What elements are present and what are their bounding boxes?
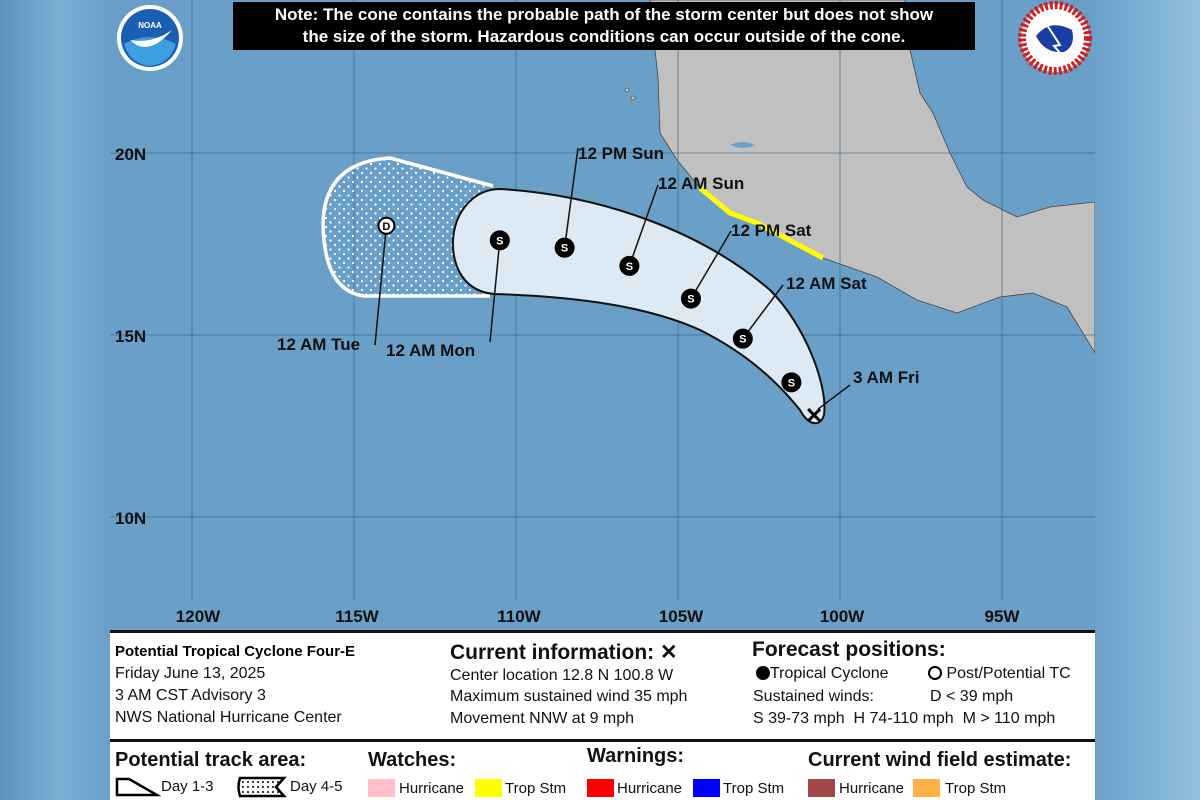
note-line-2: the size of the storm. Hazardous conditi… — [302, 27, 906, 46]
storm-name: Potential Tropical Cyclone Four-E — [115, 643, 356, 660]
tropical-storm-point-icon — [554, 237, 575, 258]
tropical-storm-point-icon — [489, 230, 510, 251]
d-range: D < 39 mph — [930, 688, 1014, 705]
point-type-letter: D — [382, 221, 390, 233]
forecast-time-label: 12 PM Sun — [578, 144, 664, 163]
island — [630, 95, 636, 101]
point-type-letter: S — [739, 334, 746, 346]
advisory-number: 3 AM CST Advisory 3 — [115, 687, 266, 704]
day-1-3-icon — [115, 777, 161, 797]
hurricane-watch-label: Hurricane — [399, 780, 465, 797]
lon-label: 95W — [985, 607, 1021, 626]
tropical-storm-point-icon — [619, 255, 640, 276]
ocean — [110, 0, 1095, 630]
leader-line — [690, 230, 732, 299]
day-1-3-label: Day 1-3 — [161, 778, 214, 795]
tropical-storm-point-icon — [732, 328, 753, 349]
track-area-title: Potential track area: — [115, 749, 307, 771]
post-tropical-point-icon — [377, 216, 396, 235]
leader-line — [628, 184, 659, 267]
tropical-storm-point-icon — [680, 288, 701, 309]
wind-field-title: Current wind field estimate: — [808, 749, 1072, 771]
point-type-letter: S — [788, 377, 795, 389]
point-type-letter: S — [687, 294, 694, 306]
lon-label: 105W — [659, 607, 704, 626]
tropical-storm-warning-label: Trop Stm — [723, 780, 785, 797]
open-circle-icon — [928, 666, 942, 680]
center-location: Center location 12.8 N 100.8 W — [450, 667, 674, 684]
island — [624, 87, 630, 93]
tropical-storm-warning-swatch — [693, 779, 720, 797]
legend-divider — [110, 739, 1095, 742]
storm-map: S 12 AM Sat S 12 PM Sat S 12 AM Sun S 12 PM Sun… — [110, 0, 1095, 630]
wind-ranges: S 39-73 mph H 74-110 mph M > 110 mph — [753, 710, 1056, 727]
tropical-storm-wind-label: Trop Stm — [945, 780, 1007, 797]
note-line-1: Note: The cone contains the probable pat… — [274, 5, 934, 24]
cone-day-4-5 — [321, 156, 494, 298]
leader-line — [374, 225, 388, 346]
current-position-x-icon — [807, 408, 822, 423]
watches-title: Watches: — [368, 749, 457, 771]
lat-label: 10N — [115, 509, 146, 528]
hurricane-warning-label: Hurricane — [617, 780, 683, 797]
forecast-time-label: 12 AM Sat — [786, 274, 867, 293]
post-potential-key: Post/Potential TC — [928, 665, 1071, 683]
hurricane-warning-swatch — [587, 779, 614, 797]
point-type-letter: S — [496, 235, 503, 247]
issuing-center: NWS National Hurricane Center — [115, 709, 342, 726]
lat-lon-grid — [110, 0, 1095, 600]
max-wind: Maximum sustained wind 35 mph — [450, 688, 688, 705]
advisory-date: Friday June 13, 2025 — [115, 665, 266, 682]
tropical-storm-wind-swatch — [913, 779, 940, 797]
forecast-time-label: 12 AM Sun — [658, 174, 744, 193]
mexico-land — [649, 0, 1095, 354]
leader-line — [742, 284, 784, 340]
latitude-labels: 20N 15N 10N — [115, 145, 146, 528]
warnings-title: Warnings: — [587, 745, 685, 767]
leader-line — [563, 147, 579, 248]
legend-panel: Potential Tropical Cyclone Four-E Friday… — [110, 630, 1095, 800]
longitude-labels: 120W 115W 110W 105W 100W 95W — [176, 607, 1021, 626]
forecast-time-label: 12 AM Tue — [277, 335, 360, 354]
tropical-storm-warning-coast — [698, 186, 825, 261]
lake — [730, 142, 755, 148]
sustained-winds-label: Sustained winds: — [753, 688, 874, 705]
point-type-letter: S — [561, 243, 568, 255]
point-type-letter: S — [626, 261, 633, 273]
day-4-5-icon — [237, 776, 287, 798]
lon-label: 110W — [497, 607, 541, 626]
day-4-5-label: Day 4-5 — [290, 778, 343, 795]
lon-label: 100W — [820, 607, 865, 626]
hurricane-wind-swatch — [808, 779, 835, 797]
hurricane-watch-swatch — [368, 779, 395, 797]
tropical-cyclone-label: Tropical Cyclone — [770, 665, 889, 682]
movement: Movement NNW at 9 mph — [450, 710, 635, 727]
forecast-points: S 12 AM Sat S 12 PM Sat S 12 AM Sun S 12 PM Sun… — [277, 144, 919, 423]
forecast-time-label: 12 AM Mon — [386, 341, 475, 360]
current-info-title: Current information: ✕ — [450, 641, 678, 664]
lat-label: 15N — [115, 327, 146, 346]
tropical-storm-point-icon — [781, 372, 802, 393]
filled-circle-icon — [756, 666, 770, 680]
noaa-logo: NOAA — [117, 5, 183, 71]
leader-line — [817, 384, 851, 410]
forecast-positions-title: Forecast positions: — [752, 638, 946, 661]
forecast-time-label: 12 PM Sat — [731, 221, 812, 240]
leader-line — [489, 240, 501, 343]
cone-disclaimer-note: Note: The cone contains the probable pat… — [233, 2, 975, 50]
hurricane-wind-label: Hurricane — [839, 780, 905, 797]
post-potential-label: Post/Potential TC — [946, 665, 1071, 682]
current-time-label: 3 AM Fri — [853, 368, 919, 387]
cone-day-1-3 — [451, 187, 826, 425]
svg-text:NOAA: NOAA — [138, 21, 162, 30]
lat-label: 20N — [115, 145, 146, 164]
nws-logo — [1018, 1, 1092, 75]
lon-label: 120W — [176, 607, 221, 626]
tropical-storm-watch-swatch — [475, 779, 502, 797]
tropical-storm-watch-label: Trop Stm — [505, 780, 567, 797]
tropical-cyclone-key: Tropical Cyclone — [756, 665, 889, 683]
lon-label: 115W — [335, 607, 379, 626]
